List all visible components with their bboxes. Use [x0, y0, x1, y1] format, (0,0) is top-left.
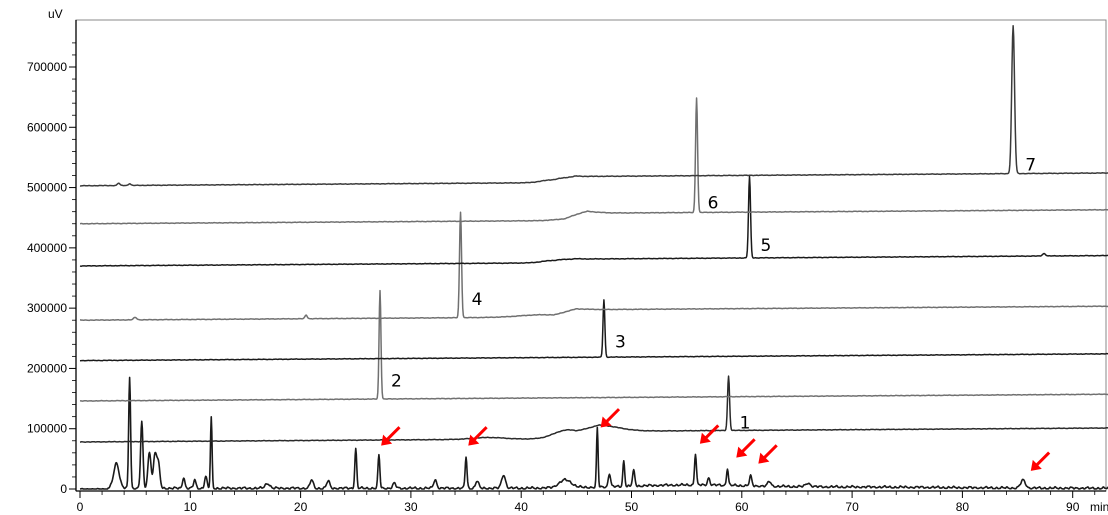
x-minor-ticks	[101, 491, 1096, 495]
x-tick-label: 20	[294, 500, 308, 514]
y-axis-label: uV	[48, 7, 63, 21]
chromatogram-trace	[79, 289, 1108, 402]
x-tick-label: 0	[77, 500, 84, 514]
x-tick-label: 30	[404, 500, 418, 514]
x-tick-label: 60	[735, 500, 749, 514]
peak-number-label: 5	[761, 236, 772, 256]
peak-number-label: 1	[740, 414, 751, 434]
x-tick-label: 80	[956, 500, 970, 514]
red-arrow-head	[468, 434, 480, 446]
y-tick-label: 100000	[27, 422, 67, 436]
peak-number-label: 7	[1025, 156, 1036, 176]
x-axis-label: min	[1090, 500, 1108, 514]
x-tick-label: 70	[845, 500, 859, 514]
x-tick-label: 50	[625, 500, 639, 514]
peak-number-label: 3	[615, 332, 626, 352]
peak-number-label: 6	[708, 194, 719, 214]
chromatogram-trace	[79, 24, 1108, 187]
chromatogram-trace	[79, 375, 1108, 443]
red-arrow-head	[736, 446, 748, 458]
red-arrow-head	[381, 434, 393, 446]
y-tick-label: 200000	[27, 361, 67, 375]
chromatogram-trace	[79, 175, 1108, 267]
y-tick-label: 500000	[27, 181, 67, 195]
chromatogram-trace	[79, 211, 1108, 322]
chromatogram-trace	[79, 299, 1108, 362]
x-axis-ticks: 0102030405060708090100110	[77, 491, 1080, 514]
y-tick-label: 300000	[27, 301, 67, 315]
y-tick-label: 600000	[27, 120, 67, 134]
y-tick-label: 0	[60, 482, 67, 496]
y-minor-ticks	[72, 42, 76, 478]
x-tick-label: 90	[1066, 500, 1080, 514]
x-tick-label: 40	[515, 500, 529, 514]
chromatogram-trace	[79, 376, 1108, 490]
red-arrow-head	[600, 416, 612, 428]
peak-number-label: 4	[472, 290, 483, 310]
red-arrow-head	[1030, 459, 1042, 471]
red-arrow-head	[699, 432, 711, 444]
x-tick-label: 10	[184, 500, 198, 514]
series-group	[79, 24, 1108, 490]
y-tick-label: 400000	[27, 241, 67, 255]
annotations: 1 2 3 4 5 6 7	[381, 156, 1051, 471]
peak-number-label: 2	[391, 372, 402, 392]
y-axis-ticks: 0 100000 200000 300000 400000 500000 600000 700…	[27, 60, 76, 496]
y-tick-label: 700000	[27, 60, 67, 74]
chromatogram-trace	[79, 97, 1108, 225]
red-arrow-head	[758, 452, 770, 464]
plot-frame	[75, 19, 1107, 492]
